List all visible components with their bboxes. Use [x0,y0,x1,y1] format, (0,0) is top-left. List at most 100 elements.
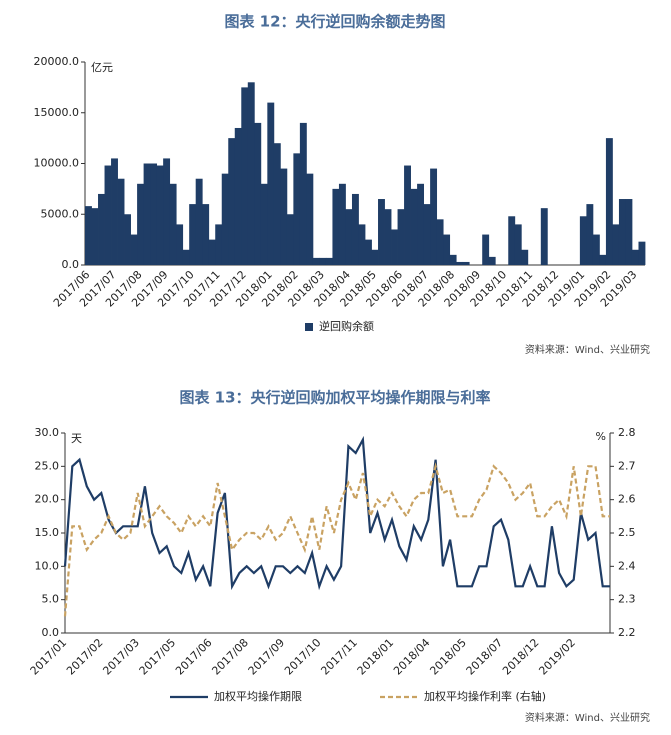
bar [150,163,158,265]
source: 资料来源：Wind、兴业研究 [525,343,650,356]
bar [605,138,613,265]
bar [514,224,522,265]
y-unit: 亿元 [91,61,113,74]
x-tick-label: 2017/01 [28,636,70,678]
x-tick-label: 2017/10 [282,636,324,678]
bar [117,178,125,265]
x-tick-label: 2019/02 [536,636,578,678]
bar [430,168,438,265]
bar [143,163,151,265]
y-tick-label: 5.0 [42,593,60,606]
x-tick-label: 2017/02 [64,636,106,678]
bar [137,183,145,265]
bar [456,261,464,265]
y-tick-label: 0.0 [42,626,60,639]
y2-tick-label: 2.7 [618,459,636,472]
bar [371,249,379,265]
bar [111,158,118,265]
y-tick-label: 15.0 [35,526,60,539]
x-tick-label: 2018/05 [427,636,469,678]
y2-tick-label: 2.2 [618,626,636,639]
bar [221,173,229,265]
bar [293,153,301,265]
bar [280,168,288,265]
bar [397,209,405,265]
bar [169,183,177,265]
bar [625,199,633,265]
bar [156,165,164,265]
y-tick-label: 10.0 [35,559,60,572]
y-tick-label: 20000.0 [34,55,80,68]
bar [378,199,385,265]
bar [202,204,210,265]
bar [241,87,249,265]
bar [345,209,353,265]
bar [273,143,281,265]
bar [540,208,548,265]
legend-swatch [305,323,313,331]
bar [306,173,314,265]
bar [286,214,294,265]
y-tick-label: 5000.0 [41,207,80,220]
bar [612,224,620,265]
series-line [63,462,610,617]
bar [182,249,190,265]
bar [482,234,490,265]
chart-title: 图表 12：央行逆回购余额走势图 [224,13,445,31]
bar [462,261,470,265]
y2-tick-label: 2.3 [618,593,636,606]
bar [312,257,320,265]
bar [338,183,346,265]
bar [449,254,457,265]
bar [267,102,275,265]
x-tick-label: 2017/06 [173,636,215,678]
bar [299,122,307,266]
y-tick-label: 20.0 [35,493,60,506]
bar [391,229,398,265]
bar [91,208,99,265]
legend-label: 加权平均操作期限 [214,689,302,703]
source: 资料来源：Wind、兴业研究 [525,711,650,724]
bar [247,82,255,265]
x-tick-label: 2018/04 [391,636,433,678]
bar [586,204,594,265]
bar [631,249,639,265]
bar [254,122,262,266]
y-tick-label: 15000.0 [34,106,80,119]
bar [365,239,372,265]
bar [228,138,236,265]
bar [410,188,418,265]
legend-label: 逆回购余额 [319,319,374,333]
bar [521,249,529,265]
y-tick-label: 10000.0 [34,157,80,170]
x-tick-label: 2017/03 [100,636,142,678]
x-tick-label: 2017/09 [246,636,288,678]
bar [417,183,425,265]
bar [260,183,268,265]
bar [423,204,431,265]
legend-label: 加权平均操作利率 (右轴) [424,689,546,703]
bar [384,209,392,265]
x-tick-label: 2018/01 [355,636,397,678]
bar [592,234,600,265]
bar [234,127,242,265]
bar [85,206,92,265]
bar [195,178,203,265]
bar [638,241,646,265]
bar [579,216,587,265]
bar [208,239,216,265]
y2-tick-label: 2.8 [618,426,636,439]
bar [124,214,131,265]
x-tick-label: 2017/08 [209,636,251,678]
bar [130,234,138,265]
bar [319,257,327,265]
chart-title: 图表 13：央行逆回购加权平均操作期限与利率 [179,389,490,407]
y-tick-label: 25.0 [35,459,60,472]
bar [215,224,223,265]
y2-tick-label: 2.4 [618,559,636,572]
x-tick-label: 2018/07 [464,636,506,678]
bar [351,193,359,265]
bar [618,199,626,265]
bar [176,224,184,265]
